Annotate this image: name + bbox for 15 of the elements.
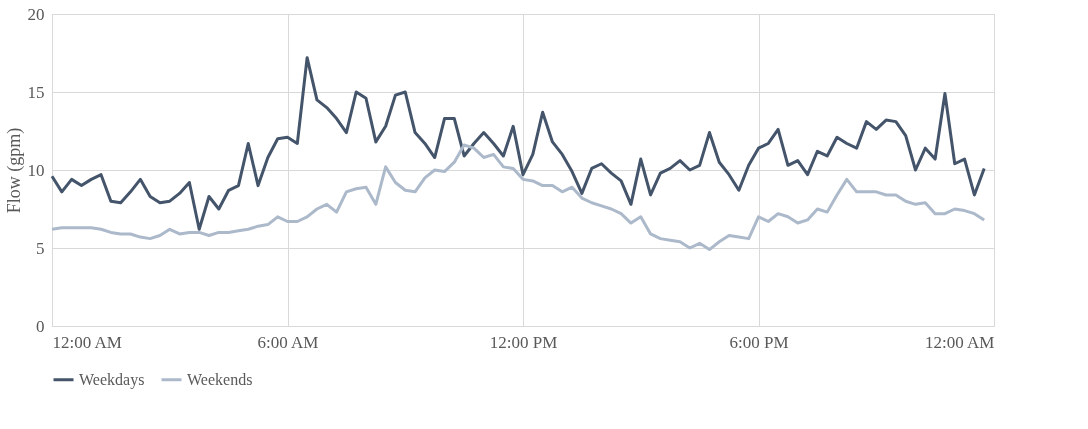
legend-label: Weekends (187, 370, 253, 388)
x-tick-label: 12:00 PM (489, 332, 558, 352)
line-series (50, 56, 986, 231)
legend-label: Weekdays (79, 370, 145, 389)
x-tick-label: 12:00 AM (52, 332, 122, 352)
y-tick-label: 15 (27, 82, 45, 102)
line-series (50, 143, 986, 252)
y-tick-label: 5 (36, 238, 45, 258)
x-tick-label: 6:00 AM (257, 332, 319, 352)
y-tick-label: 0 (36, 316, 45, 336)
y-tick-label: 20 (27, 4, 45, 24)
x-tick-label: 6:00 PM (729, 332, 789, 352)
y-tick-label: 10 (27, 160, 45, 180)
y-axis-title: Flow (gpm) (3, 127, 25, 214)
x-tick-label: 12:00 AM (925, 332, 995, 352)
